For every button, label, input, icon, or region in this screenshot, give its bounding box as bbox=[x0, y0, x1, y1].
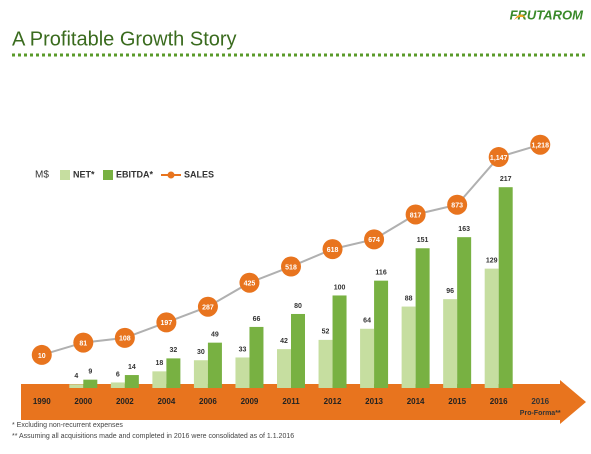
sales-marker bbox=[488, 147, 509, 168]
sales-marker bbox=[156, 312, 177, 333]
sales-marker bbox=[530, 134, 551, 155]
bar bbox=[207, 342, 222, 388]
footnote: ** Assuming all acquisitions made and co… bbox=[12, 433, 294, 440]
bar-label: 80 bbox=[294, 303, 302, 310]
sales-marker bbox=[447, 194, 468, 215]
x-tick-label: 2016 bbox=[490, 397, 508, 406]
sales-marker bbox=[114, 327, 135, 348]
x-tick-label: 1990 bbox=[33, 397, 51, 406]
sales-label: 10 bbox=[38, 353, 46, 360]
bar bbox=[110, 382, 125, 388]
bar bbox=[152, 371, 167, 388]
time-arrow bbox=[21, 380, 586, 424]
bar-label: 33 bbox=[239, 346, 247, 353]
x-tick-label: 2011 bbox=[282, 397, 300, 406]
sales-label: 1,147 bbox=[490, 155, 508, 162]
bar-label: 88 bbox=[405, 295, 413, 302]
bar-label: 14 bbox=[128, 364, 136, 371]
bar bbox=[69, 384, 84, 388]
bar-label: 32 bbox=[169, 347, 177, 354]
logo: FRUTAROM bbox=[510, 7, 585, 22]
x-tick-label: 2000 bbox=[74, 397, 92, 406]
x-tick-label: 2006 bbox=[199, 397, 217, 406]
footnote: * Excluding non-recurrent expenses bbox=[12, 422, 123, 429]
bar bbox=[193, 360, 208, 388]
sales-label: 287 bbox=[202, 305, 214, 312]
legend-swatch bbox=[60, 170, 70, 180]
bar bbox=[249, 326, 264, 388]
bar-label: 96 bbox=[446, 288, 454, 295]
bar bbox=[291, 313, 305, 388]
sales-marker bbox=[239, 272, 260, 293]
bar bbox=[318, 339, 333, 388]
legend-label: NET* bbox=[73, 169, 95, 179]
bar-label: 64 bbox=[363, 318, 371, 325]
bar-label: 49 bbox=[211, 332, 219, 339]
logo-leaf bbox=[514, 14, 526, 20]
sales-marker bbox=[197, 296, 218, 317]
legend-marker bbox=[167, 171, 175, 179]
bar-label: 66 bbox=[253, 316, 261, 323]
sales-marker bbox=[364, 229, 385, 250]
bar bbox=[374, 280, 389, 388]
sales-marker bbox=[322, 239, 343, 260]
bar-label: 129 bbox=[486, 257, 498, 264]
sales-label: 674 bbox=[368, 237, 380, 244]
x-tick-label: 2002 bbox=[116, 397, 134, 406]
x-tick-label: 2012 bbox=[324, 397, 342, 406]
sales-marker bbox=[281, 256, 301, 277]
unit-label: M$ bbox=[35, 170, 49, 181]
bar-label: 6 bbox=[116, 371, 120, 378]
legend-label: SALES bbox=[184, 169, 214, 179]
sales-label: 1,218 bbox=[531, 143, 549, 150]
bar bbox=[235, 357, 250, 388]
x-tick-label: 2013 bbox=[365, 397, 383, 406]
bar-label: 151 bbox=[417, 237, 429, 244]
bar bbox=[457, 237, 472, 388]
bar bbox=[166, 358, 181, 388]
bar-label: 116 bbox=[375, 270, 386, 277]
sales-marker bbox=[405, 204, 426, 225]
x-tick-label: 2009 bbox=[241, 397, 259, 406]
legend-label: EBITDA* bbox=[116, 169, 153, 179]
bar bbox=[484, 268, 499, 388]
legend-swatch bbox=[103, 170, 113, 180]
bar bbox=[443, 299, 458, 388]
title: A Profitable Growth Story bbox=[12, 28, 237, 50]
x-tick-note: Pro-Forma** bbox=[520, 410, 561, 417]
bar bbox=[360, 328, 375, 388]
bar bbox=[83, 379, 98, 388]
sales-label: 197 bbox=[161, 320, 173, 327]
sales-marker bbox=[31, 344, 52, 365]
x-tick-label: 2015 bbox=[448, 397, 466, 406]
bar-label: 9 bbox=[88, 369, 92, 376]
bar-label: 100 bbox=[334, 284, 346, 291]
bar-label: 18 bbox=[155, 360, 163, 367]
sales-label: 425 bbox=[244, 281, 256, 288]
sales-marker bbox=[73, 332, 94, 353]
sales-label: 518 bbox=[285, 264, 297, 271]
bar-label: 42 bbox=[280, 338, 288, 345]
x-tick-label: 2016 bbox=[531, 397, 549, 406]
sales-label: 817 bbox=[410, 212, 422, 219]
bar bbox=[401, 306, 416, 388]
sales-label: 81 bbox=[79, 340, 87, 347]
sales-label: 108 bbox=[119, 336, 131, 343]
bar-label: 163 bbox=[458, 226, 470, 233]
bar-label: 217 bbox=[500, 176, 512, 183]
x-tick-label: 2004 bbox=[157, 397, 175, 406]
bar bbox=[415, 248, 430, 388]
bar bbox=[124, 375, 139, 388]
bar-label: 30 bbox=[197, 349, 205, 356]
bar-label: 52 bbox=[322, 329, 330, 336]
bar bbox=[277, 349, 291, 388]
bar-label: 4 bbox=[74, 373, 78, 380]
sales-label: 873 bbox=[451, 203, 463, 210]
bar bbox=[498, 187, 513, 388]
bar bbox=[332, 295, 347, 388]
sales-label: 618 bbox=[327, 247, 339, 254]
x-tick-label: 2014 bbox=[407, 397, 425, 406]
